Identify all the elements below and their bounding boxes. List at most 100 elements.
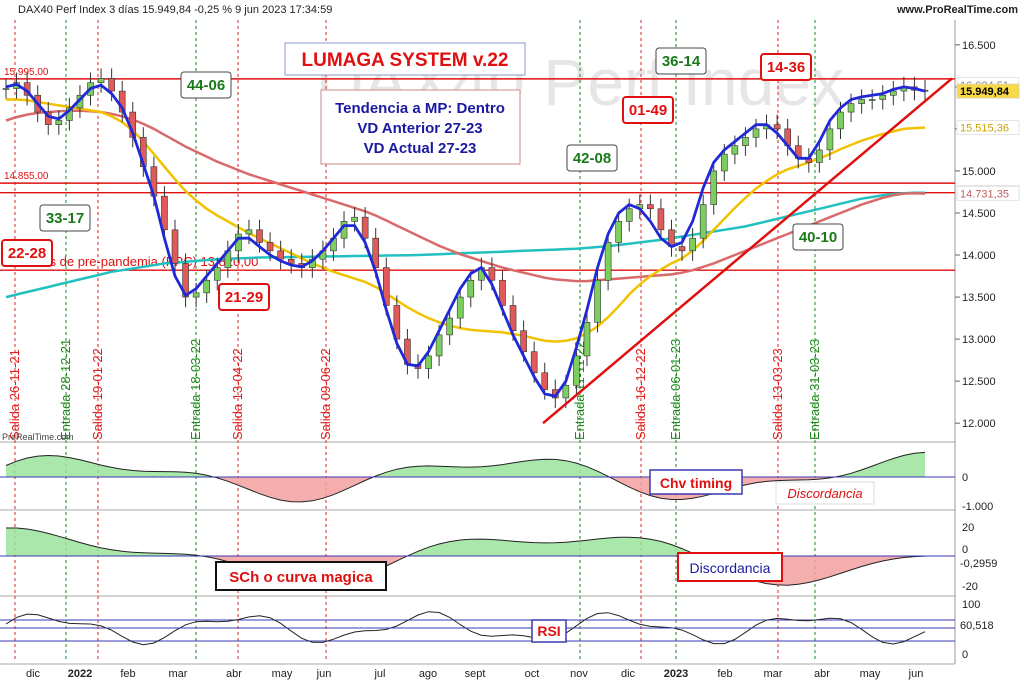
candle-body <box>625 208 633 222</box>
score-box <box>792 223 844 251</box>
score-box-label: 21-29 <box>225 289 263 306</box>
source-link[interactable]: www.ProRealTime.com <box>896 4 1018 16</box>
candle-body <box>456 296 464 319</box>
x-axis-label: feb <box>120 668 135 680</box>
x-axis-label: feb <box>717 668 732 680</box>
candle-body <box>446 317 453 336</box>
signal-type: Salida <box>90 400 105 440</box>
candle-body <box>213 267 221 281</box>
trend-box-line: VD Anterior 27-23 <box>357 120 482 137</box>
signal-date: 13-04-22 <box>230 348 245 400</box>
candle-body <box>245 229 253 235</box>
signal-label: Salida 19-01-22 <box>90 348 105 440</box>
price-tick-label: 12.500 <box>962 376 996 388</box>
candle-body <box>351 216 358 222</box>
prorealtime-credit: ProRealTime.com <box>2 432 74 442</box>
price-marker-label: 14.731,35 <box>960 189 1009 201</box>
candle-body <box>773 124 781 130</box>
score-box-label: 40-10 <box>799 229 837 246</box>
score-box <box>566 144 618 172</box>
trend-box <box>320 89 521 165</box>
panel-tick-label: 100 <box>962 599 980 611</box>
candle-body <box>826 128 834 151</box>
candle-body <box>541 372 549 390</box>
panel-tick-label: 0 <box>962 544 968 556</box>
candle-body <box>435 334 443 357</box>
candle-body <box>97 78 105 83</box>
candle-body <box>287 258 295 264</box>
x-axis-label: mar <box>169 668 188 680</box>
candle-body <box>203 279 211 294</box>
trend-box-line: Tendencia a MP: Dentro <box>335 100 505 117</box>
panel-last-value: -0,2959 <box>960 558 997 570</box>
system-title: LUMAGA SYSTEM v.22 <box>302 50 509 71</box>
trend-box-line: VD Actual 27-23 <box>364 140 477 157</box>
signal-label: Salida 13-03-23 <box>770 348 785 440</box>
signal-label: Salida 09-06-22 <box>318 348 333 440</box>
candle-body <box>161 195 168 231</box>
candle-body <box>256 229 263 243</box>
signal-type: Salida <box>230 400 245 440</box>
x-axis-label: mar <box>764 668 783 680</box>
signal-label: Salida 16-12-22 <box>633 348 648 440</box>
price-marker <box>956 120 1020 135</box>
panel-line <box>5 451 926 503</box>
candle-body <box>55 120 63 125</box>
candle-body <box>192 292 200 298</box>
signal-type: Entrada <box>807 391 822 440</box>
x-axis-label: may <box>860 668 881 680</box>
price-marker <box>956 83 1020 99</box>
score-box-label: 42-08 <box>573 150 611 167</box>
signal-type: Entrada <box>668 391 683 440</box>
x-axis-label: dic <box>26 668 41 680</box>
candle-body <box>509 305 517 331</box>
ma-mid-line <box>6 98 926 343</box>
panel-note-box <box>677 552 783 582</box>
signal-label: Salida 13-04-22 <box>230 348 245 440</box>
x-axis-label: 2022 <box>68 668 92 680</box>
score-box-label: 44-06 <box>187 77 225 94</box>
signal-date: 28-12-21 <box>58 339 73 391</box>
candle-body <box>752 128 760 138</box>
candle-body <box>2 88 10 90</box>
signal-date: 06-01-23 <box>668 339 683 391</box>
level-label: 14.855,00 <box>4 171 49 182</box>
score-box <box>218 283 270 311</box>
signal-date: 16-12-22 <box>633 348 648 400</box>
candle-body <box>361 216 369 239</box>
candle-body <box>678 246 686 252</box>
score-box-label: 22-28 <box>8 245 46 262</box>
panel-area-positive <box>6 452 925 477</box>
signal-type: Salida <box>633 400 648 440</box>
x-axis-label: 2023 <box>664 668 688 680</box>
x-axis-label: jun <box>316 668 332 680</box>
score-box <box>1 239 53 267</box>
signal-date: 13-03-23 <box>770 348 785 400</box>
x-axis-label: abr <box>814 668 830 680</box>
panel-label-box <box>215 561 387 591</box>
x-axis-label: dic <box>621 668 636 680</box>
panel-line <box>6 527 926 587</box>
price-tick-label: 13.500 <box>962 292 996 304</box>
candle-body <box>266 242 274 252</box>
signal-date: 19-01-22 <box>90 348 105 400</box>
panel-tick-label: -20 <box>962 581 978 593</box>
candle-body <box>868 99 876 101</box>
chart-title: DAX40 Perf Index 3 días 15.949,84 -0,25 … <box>18 4 333 16</box>
score-box <box>655 47 707 75</box>
ma-long-line <box>5 191 926 299</box>
candle-body <box>594 279 601 323</box>
price-tick-label: 12.000 <box>962 418 996 430</box>
signal-type: Salida <box>318 400 333 440</box>
panel-label: SCh o curva magica <box>229 569 373 586</box>
candle-body <box>499 279 506 306</box>
score-box <box>39 204 91 232</box>
system-title-box <box>284 42 526 76</box>
signal-type: Entrada <box>188 391 203 440</box>
score-box <box>760 53 812 81</box>
x-axis-label: nov <box>570 668 588 680</box>
candle-body <box>689 237 696 252</box>
signal-date: 09-06-22 <box>318 348 333 400</box>
price-tick-label: 14.000 <box>962 250 996 262</box>
signal-date: 31-03-23 <box>807 339 822 391</box>
